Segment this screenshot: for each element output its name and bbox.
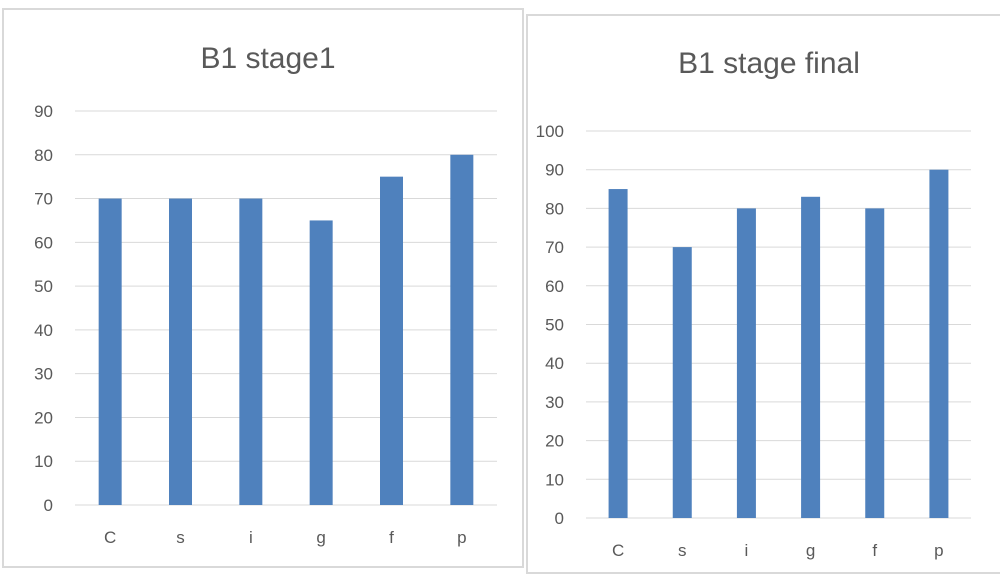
y-tick-label: 20 xyxy=(34,408,53,427)
y-tick-label: 80 xyxy=(34,146,53,165)
y-tick-label: 50 xyxy=(34,277,53,296)
bar-i xyxy=(736,208,756,518)
chart-title: B1 stage1 xyxy=(200,42,335,75)
y-tick-label: 70 xyxy=(34,190,53,209)
y-tick-label: 100 xyxy=(536,122,564,141)
bar-g xyxy=(801,196,821,519)
y-tick-label: 0 xyxy=(44,496,53,515)
x-tick-label: f xyxy=(872,541,877,560)
x-tick-label: s xyxy=(678,541,687,560)
y-tick-label: 90 xyxy=(34,102,53,121)
y-tick-label: 70 xyxy=(545,238,564,257)
bar-i xyxy=(239,198,263,506)
bar-s xyxy=(169,198,192,506)
bar-p xyxy=(929,169,949,518)
y-tick-label: 10 xyxy=(545,470,564,489)
x-tick-label: g xyxy=(806,541,815,560)
y-tick-label: 60 xyxy=(34,233,53,252)
bar-g xyxy=(309,220,333,505)
y-tick-label: 20 xyxy=(545,432,564,451)
x-tick-label: C xyxy=(104,528,116,547)
bar-f xyxy=(380,176,403,505)
x-tick-label: C xyxy=(612,541,624,560)
y-tick-label: 30 xyxy=(34,365,53,384)
y-tick-label: 60 xyxy=(545,277,564,296)
x-tick-label: s xyxy=(176,528,185,547)
chart-title: B1 stage final xyxy=(678,47,860,80)
bar-C xyxy=(608,189,628,519)
bar-chart-stage-final: B1 stage final 0 10 20 30 40 50 60 70 80 90 100 C s i… xyxy=(536,47,971,560)
x-tick-label: g xyxy=(316,528,325,547)
x-tick-label: i xyxy=(249,528,253,547)
y-tick-label: 0 xyxy=(555,509,564,528)
bar-s xyxy=(672,247,692,518)
y-tick-label: 10 xyxy=(34,452,53,471)
bar-C xyxy=(98,198,122,506)
y-tick-label: 30 xyxy=(545,393,564,412)
x-tick-label: p xyxy=(457,528,466,547)
x-tick-label: f xyxy=(389,528,394,547)
y-tick-label: 40 xyxy=(545,354,564,373)
y-tick-label: 90 xyxy=(545,161,564,180)
bar-f xyxy=(865,208,885,518)
x-tick-label: p xyxy=(934,541,943,560)
bar-p xyxy=(450,154,474,505)
y-tick-label: 40 xyxy=(34,321,53,340)
bar-chart-stage1: B1 stage1 0 10 20 30 40 50 60 70 80 90 C s i g f p xyxy=(34,42,497,547)
y-tick-label: 50 xyxy=(545,316,564,335)
y-tick-label: 80 xyxy=(545,199,564,218)
x-tick-label: i xyxy=(745,541,749,560)
